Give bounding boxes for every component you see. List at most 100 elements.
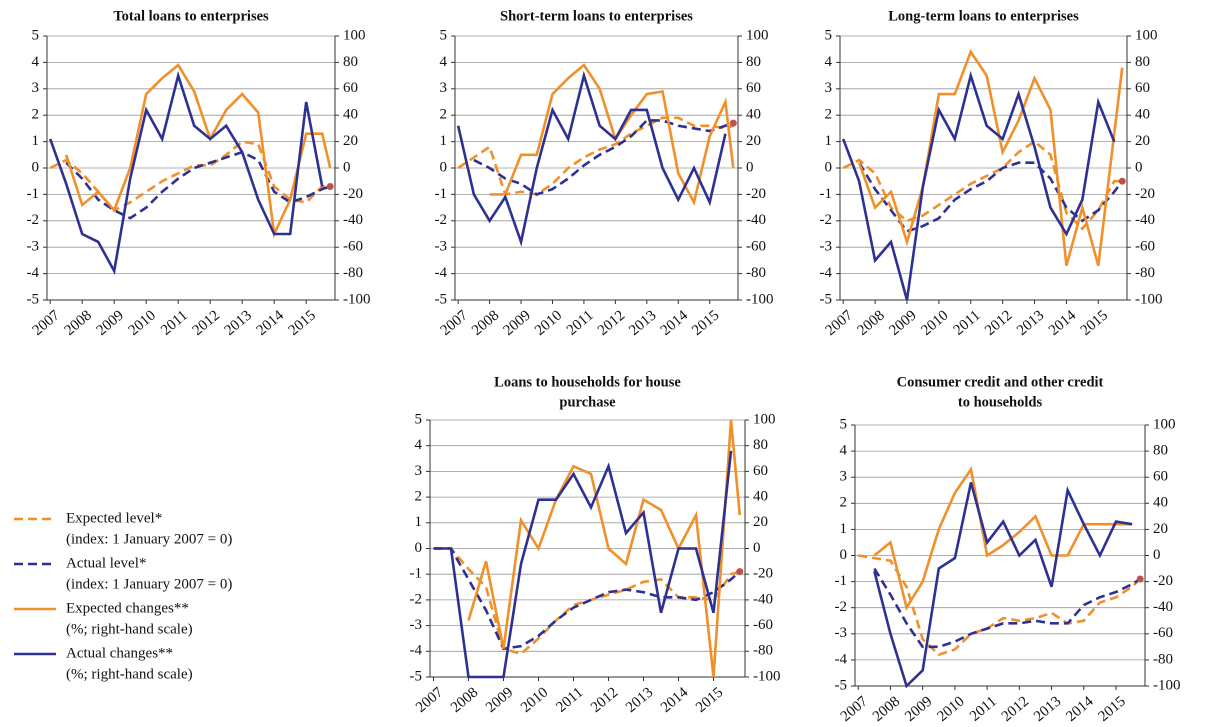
x-tick-label: 2009 [483,684,516,716]
y2-tick-label: -40 [1153,599,1173,615]
y-tick-label: -1 [410,566,423,582]
y-tick-label: -2 [435,212,448,228]
y-tick-label: 2 [825,107,833,123]
y-tick-label: 0 [415,540,423,556]
x-tick-label: 2010 [934,693,967,725]
x-tick-label: 2009 [886,307,919,339]
y2-tick-label: -60 [746,239,766,255]
y2-tick-label: -60 [753,617,773,633]
y2-tick-label: -100 [1153,677,1181,693]
y-tick-label: -5 [410,668,423,684]
y2-tick-label: -40 [746,212,766,228]
series-line [433,547,741,651]
x-tick-label: 2007 [823,307,857,339]
x-tick-label: 2010 [126,307,159,339]
x-tick-label: 2013 [1014,307,1047,339]
x-tick-label: 2014 [1063,693,1097,725]
y-tick-label: 4 [840,443,848,459]
legend-label: Actual level* [66,555,146,571]
y-tick-label: 0 [32,159,40,175]
y-tick-label: -2 [835,599,848,615]
y2-tick-label: 100 [753,411,776,427]
series-line [433,450,733,679]
y-tick-label: -5 [820,291,833,307]
y2-tick-label: -20 [1135,186,1155,202]
y2-tick-label: -20 [753,566,773,582]
legend-label: Expected level* [66,510,162,526]
x-tick-label: 2013 [222,307,255,339]
y-tick-label: 5 [415,411,423,427]
series-line [489,63,735,206]
y-tick-label: 5 [825,27,833,43]
y2-tick-label: 40 [746,107,761,123]
x-tick-label: 2007 [30,307,64,339]
series-line [48,70,324,275]
x-tick-label: 2012 [982,307,1015,339]
y2-tick-label: 80 [746,54,761,70]
y2-tick-label: 60 [1135,80,1150,96]
y2-tick-label: 40 [1153,495,1168,511]
x-tick-label: 2014 [254,307,288,339]
chart-title: Short-term loans to enterprises [500,8,693,24]
x-tick-label: 2008 [870,693,903,725]
y-tick-label: 3 [840,469,848,485]
end-marker [1118,177,1126,185]
end-marker [326,182,334,190]
y2-tick-label: 0 [753,540,761,556]
x-tick-label: 2011 [553,684,586,715]
y-tick-label: 5 [440,27,448,43]
x-tick-label: 2013 [623,684,656,716]
series-line [64,63,332,239]
y2-tick-label: 60 [343,80,358,96]
y2-tick-label: -40 [1135,212,1155,228]
y-tick-label: -4 [410,643,423,659]
y2-tick-label: -100 [343,291,371,307]
y2-tick-label: -60 [1153,625,1173,641]
x-tick-label: 2008 [855,307,888,339]
x-tick-label: 2014 [1046,307,1080,339]
x-tick-label: 2007 [838,693,872,725]
y-tick-label: 1 [440,133,448,149]
series-line [841,70,1116,301]
y2-tick-label: -80 [753,643,773,659]
y-tick-label: 2 [840,495,848,511]
x-tick-label: 2007 [438,307,472,339]
chart-title: to households [958,394,1043,410]
y2-tick-label: 20 [746,133,761,149]
chart-title: Consumer credit and other credit [897,374,1104,390]
x-tick-label: 2014 [658,684,692,716]
x-tick-label: 2011 [158,307,191,338]
y-tick-label: 2 [415,489,423,505]
chart-title: Long-term loans to enterprises [888,8,1079,24]
x-tick-label: 2015 [1078,307,1111,339]
y-tick-label: -3 [820,239,833,255]
y2-tick-label: 100 [343,27,366,43]
y2-tick-label: -80 [1153,651,1173,667]
y-tick-label: 4 [32,54,40,70]
y2-tick-label: -40 [753,591,773,607]
x-tick-label: 2015 [693,684,726,716]
y-tick-label: -3 [435,239,448,255]
y2-tick-label: 60 [746,80,761,96]
x-tick-label: 2013 [1031,693,1064,725]
y2-tick-label: 0 [343,159,351,175]
y-tick-label: -3 [410,617,423,633]
y-tick-label: -4 [835,651,848,667]
legend-note: (%; right-hand scale) [66,666,193,682]
y2-tick-label: -80 [343,265,363,281]
x-tick-label: 2009 [94,307,127,339]
legend-label: Actual changes** [66,645,173,661]
y2-tick-label: 20 [343,133,358,149]
y-tick-label: -5 [835,677,848,693]
x-tick-label: 2012 [588,684,621,716]
x-tick-label: 2015 [689,307,722,339]
y2-tick-label: 0 [1153,547,1161,563]
y-tick-label: -4 [435,265,448,281]
x-tick-label: 2007 [413,684,447,716]
y2-tick-label: 100 [1153,416,1176,432]
y2-tick-label: -100 [1135,291,1163,307]
y2-tick-label: 20 [1153,521,1168,537]
chart-title: purchase [559,394,616,410]
y2-tick-label: -100 [746,291,774,307]
